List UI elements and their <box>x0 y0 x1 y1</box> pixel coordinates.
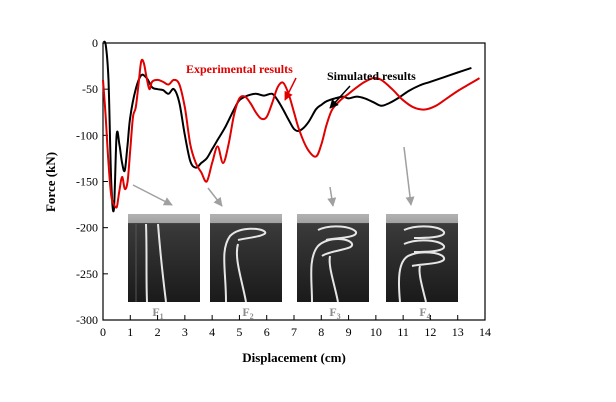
inset-photo-f1 <box>128 214 200 303</box>
y-tick-label: -100 <box>76 128 98 142</box>
pointer-arrow-f3 <box>327 186 337 207</box>
y-tick-label: -200 <box>76 221 98 235</box>
y-tick-label: -300 <box>76 313 98 327</box>
series-layer <box>102 40 481 213</box>
annotation-simulated: Simulated results <box>327 69 416 83</box>
x-tick-label: 13 <box>452 325 464 339</box>
inset-photo-f4 <box>386 214 458 303</box>
y-tick-label: -50 <box>82 82 98 96</box>
y-tick-label: 0 <box>92 36 98 50</box>
inset-label-f4: F4 <box>419 305 430 321</box>
inset-photo-f2 <box>210 214 282 303</box>
x-tick-label: 3 <box>182 325 188 339</box>
annotation-experimental: Experimental results <box>186 62 293 76</box>
y-tick-label: -150 <box>76 175 98 189</box>
annotation-simulated-arrow <box>329 85 351 109</box>
x-tick-label: 10 <box>370 325 382 339</box>
x-tick-label: 12 <box>424 325 436 339</box>
x-tick-label: 4 <box>209 325 215 339</box>
x-tick-label: 0 <box>100 325 106 339</box>
inset-label-f1: F1 <box>152 305 163 321</box>
x-tick-label: 11 <box>397 325 409 339</box>
x-tick-label: 9 <box>346 325 352 339</box>
inset-label-f2: F2 <box>242 305 253 321</box>
annotation-experimental-arrow <box>284 77 297 101</box>
x-tick-label: 14 <box>479 325 491 339</box>
x-tick-label: 6 <box>264 325 270 339</box>
x-tick-label: 1 <box>127 325 133 339</box>
tick-labels: 0 1 2 3 4 5 6 7 8 9 10 11 12 13 140-50-100-150-200-250… <box>76 36 491 339</box>
y-axis-label: Force (kN) <box>43 152 58 212</box>
x-tick-label: 7 <box>291 325 297 339</box>
x-axis-label: Displacement (cm) <box>242 350 346 365</box>
x-tick-label: 8 <box>318 325 324 339</box>
inset-label-f3: F3 <box>329 305 340 321</box>
series-line-experimental <box>102 58 481 209</box>
pointer-arrow-f1 <box>132 184 173 206</box>
pointer-arrow-f2 <box>207 187 223 207</box>
y-tick-label: -250 <box>76 267 98 281</box>
pointer-arrow-f4 <box>403 146 415 206</box>
x-tick-label: 2 <box>155 325 161 339</box>
inset-photo-f3 <box>297 214 369 303</box>
x-tick-label: 5 <box>236 325 242 339</box>
